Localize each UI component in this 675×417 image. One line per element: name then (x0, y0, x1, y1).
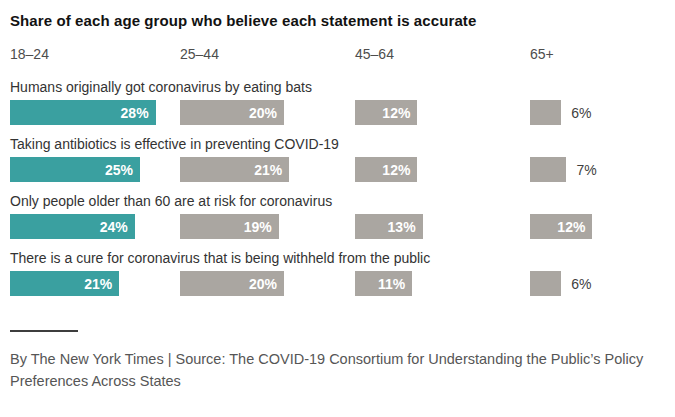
chart-row: Taking antibiotics is effective in preve… (10, 136, 675, 182)
bar (530, 157, 566, 182)
chart-row: Humans originally got coronavirus by eat… (10, 79, 675, 125)
bar-cell: 7% (530, 157, 675, 182)
bar-value-label: 19% (244, 219, 279, 235)
bar-cell: 20% (180, 100, 355, 125)
bar: 25% (10, 157, 140, 182)
chart-row: There is a cure for coronavirus that is … (10, 250, 675, 296)
bar-cell: 6% (530, 271, 675, 296)
age-group-header-45-64: 45–64 (355, 46, 530, 62)
age-group-header-25-44: 25–44 (180, 46, 355, 62)
bar-cell: 13% (355, 214, 530, 239)
bar-value-label: 11% (378, 276, 412, 292)
bar-value-label: 13% (388, 219, 423, 235)
bar: 21% (180, 157, 289, 182)
bar: 20% (180, 271, 284, 296)
bar: 21% (10, 271, 119, 296)
bar-cell: 20% (180, 271, 355, 296)
bar-value-label: 21% (84, 276, 119, 292)
bar: 12% (530, 214, 592, 239)
footer-divider (10, 330, 78, 332)
bar (530, 100, 561, 125)
bar: 12% (355, 100, 417, 125)
bar-value-label: 28% (121, 105, 156, 121)
bar-cell: 11% (355, 271, 530, 296)
bar: 24% (10, 214, 135, 239)
bar-cell: 12% (355, 157, 530, 182)
chart-rows: Humans originally got coronavirus by eat… (10, 79, 675, 296)
bar: 20% (180, 100, 284, 125)
bar-cell: 19% (180, 214, 355, 239)
bar-cell: 21% (180, 157, 355, 182)
bar-value-label: 21% (254, 162, 289, 178)
bar: 28% (10, 100, 156, 125)
statement-label: Taking antibiotics is effective in preve… (10, 136, 675, 152)
chart-title: Share of each age group who believe each… (10, 12, 675, 29)
age-group-headers: 18–24 25–44 45–64 65+ (10, 46, 675, 62)
bar-cell: 12% (530, 214, 675, 239)
bar: 11% (355, 271, 412, 296)
bar: 13% (355, 214, 423, 239)
bar-value-label: 24% (100, 219, 135, 235)
bar-group: 24% 19% 13% 12% (10, 214, 675, 239)
bar-group: 21% 20% 11% 6% (10, 271, 675, 296)
bar-cell: 6% (530, 100, 675, 125)
bar-value-label: 6% (571, 276, 591, 292)
bar-value-label: 6% (571, 105, 591, 121)
age-group-header-18-24: 18–24 (10, 46, 180, 62)
bar: 19% (180, 214, 279, 239)
bar-cell: 12% (355, 100, 530, 125)
statement-label: There is a cure for coronavirus that is … (10, 250, 675, 266)
bar-value-label: 7% (576, 162, 596, 178)
bar-value-label: 20% (249, 105, 284, 121)
source-byline: By The New York Times | Source: The COVI… (10, 348, 662, 393)
bar-cell: 24% (10, 214, 180, 239)
age-group-header-65-plus: 65+ (530, 46, 675, 62)
bar-value-label: 12% (382, 105, 417, 121)
bar-group: 25% 21% 12% 7% (10, 157, 675, 182)
chart-row: Only people older than 60 are at risk fo… (10, 193, 675, 239)
bar-group: 28% 20% 12% 6% (10, 100, 675, 125)
chart: Share of each age group who believe each… (0, 0, 675, 417)
bar-cell: 25% (10, 157, 180, 182)
bar-value-label: 25% (105, 162, 140, 178)
statement-label: Humans originally got coronavirus by eat… (10, 79, 675, 95)
bar (530, 271, 561, 296)
bar-cell: 28% (10, 100, 180, 125)
bar-value-label: 12% (557, 219, 592, 235)
bar-value-label: 20% (249, 276, 284, 292)
statement-label: Only people older than 60 are at risk fo… (10, 193, 675, 209)
bar-cell: 21% (10, 271, 180, 296)
bar: 12% (355, 157, 417, 182)
bar-value-label: 12% (382, 162, 417, 178)
